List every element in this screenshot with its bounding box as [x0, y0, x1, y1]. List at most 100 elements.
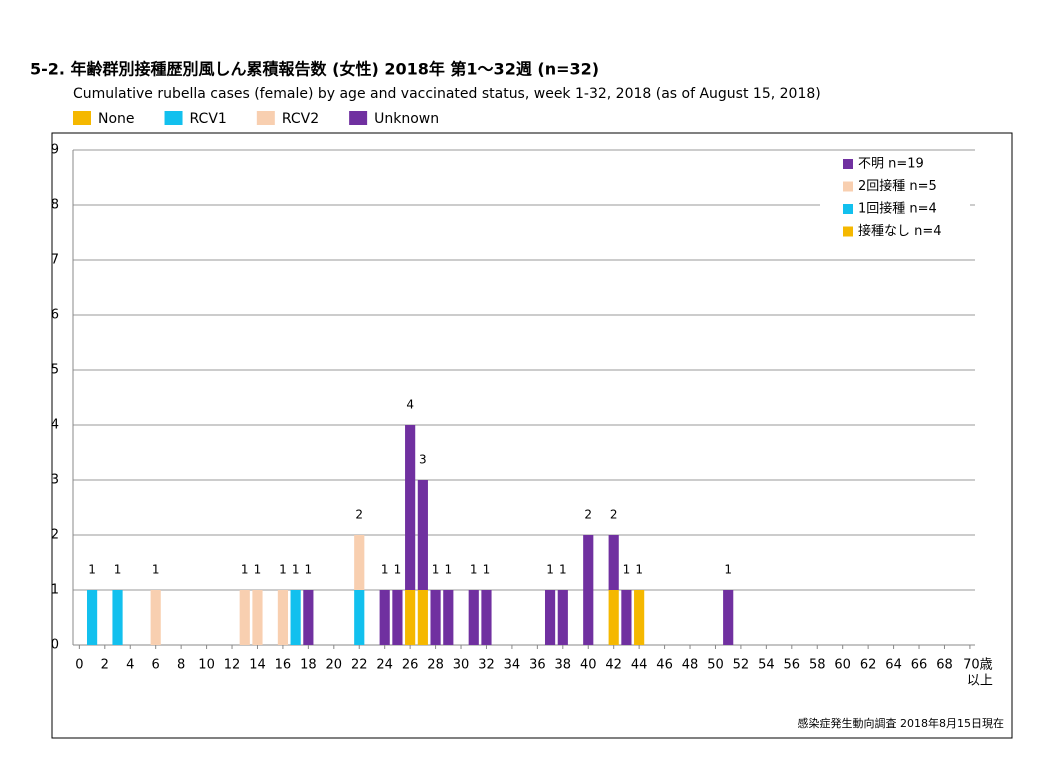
bar-segment	[303, 590, 314, 645]
x-tick-label: 10	[198, 658, 215, 673]
total-label: 1	[152, 563, 160, 577]
legend-label: RCV1	[190, 111, 227, 127]
inner-legend-label: 2回接種 n=5	[858, 178, 937, 194]
inner-legend-label: 1回接種 n=4	[858, 201, 937, 217]
total-label: 1	[470, 563, 478, 577]
total-label: 1	[88, 563, 96, 577]
bar-segment	[150, 590, 161, 645]
chart-title: 5-2. 年齢群別接種歴別風しん累積報告数 (女性) 2018年 第1～32週 …	[30, 60, 599, 79]
y-tick-label: 4	[51, 418, 59, 433]
bar-segment	[392, 590, 403, 645]
plot-frame	[51, 132, 1013, 739]
x-tick-label: 54	[758, 658, 775, 673]
total-label: 2	[355, 508, 363, 522]
x-tick-label: 58	[809, 658, 826, 673]
x-tick-label: 6	[152, 658, 160, 673]
legend-label: None	[98, 111, 135, 127]
x-tick-label: 36	[529, 658, 546, 673]
total-label: 1	[724, 563, 732, 577]
x-tick-label: 32	[478, 658, 495, 673]
bar-segment	[608, 535, 619, 590]
x-tick-label: 16	[275, 658, 292, 673]
total-label: 1	[432, 563, 440, 577]
y-tick-label: 6	[51, 308, 59, 323]
x-tick-label: 70歳	[963, 658, 993, 673]
bar-segment	[379, 590, 390, 645]
x-tick-label: 18	[300, 658, 317, 673]
inner-legend-swatch	[843, 181, 853, 192]
bar-segment	[86, 590, 98, 645]
total-label: 3	[419, 453, 427, 467]
x-tick-label: 12	[224, 658, 241, 673]
bar-segment	[112, 590, 123, 645]
bar-segment	[239, 590, 250, 645]
total-label: 1	[241, 563, 249, 577]
bar-segment	[481, 590, 492, 645]
total-label: 1	[635, 563, 643, 577]
bar-segment	[417, 480, 428, 590]
x-tick-label: 20	[326, 658, 343, 673]
y-tick-label: 2	[51, 528, 59, 543]
bar-segment	[443, 590, 454, 645]
x-tick-label: 56	[784, 658, 801, 673]
x-tick-label: 66	[911, 658, 928, 673]
x-tick-label: 22	[351, 658, 368, 673]
y-tick-label: 1	[51, 583, 59, 598]
x-tick-label: 34	[504, 658, 521, 673]
total-label: 1	[394, 563, 402, 577]
y-tick-label: 8	[51, 198, 59, 213]
legend-swatch	[349, 111, 368, 125]
legend-swatch	[73, 111, 91, 125]
bar-segment	[405, 590, 416, 645]
total-label: 1	[254, 563, 262, 577]
x-tick-label: 52	[733, 658, 750, 673]
inner-legend-label: 不明 n=19	[858, 157, 924, 172]
x-tick-label: 62	[860, 658, 877, 673]
x-tick-label: 38	[555, 658, 572, 673]
x-tick-label: 24	[376, 658, 393, 673]
bar-segment	[723, 590, 734, 645]
bar-segment	[252, 590, 263, 645]
x-tick-label: 50	[707, 658, 724, 673]
y-tick-label: 9	[51, 143, 59, 158]
x-tick-label: 0	[75, 658, 83, 673]
bar-segment	[354, 535, 365, 590]
legend-swatch	[164, 111, 183, 125]
bar-segment	[557, 590, 568, 645]
bar-segment	[544, 590, 556, 645]
inner-legend-swatch	[843, 226, 853, 237]
total-label: 1	[114, 563, 122, 577]
total-label: 1	[279, 563, 287, 577]
x-tick-note: 以上	[967, 674, 993, 689]
x-tick-label: 14	[249, 658, 266, 673]
x-tick-label: 68	[936, 658, 953, 673]
bar-segment	[405, 425, 416, 590]
bar-segment	[634, 590, 645, 645]
inner-legend-swatch	[843, 159, 853, 169]
chart-subtitle: Cumulative rubella cases (female) by age…	[73, 86, 821, 102]
total-label: 1	[546, 563, 554, 577]
total-label: 1	[381, 563, 389, 577]
bar-segment	[430, 590, 441, 645]
legend-label: Unknown	[374, 111, 439, 127]
y-tick-label: 3	[51, 473, 59, 488]
legend-swatch	[256, 111, 275, 125]
y-tick-label: 5	[51, 363, 59, 378]
bar-segment	[417, 590, 428, 645]
x-tick-label: 2	[101, 658, 109, 673]
x-tick-label: 26	[402, 658, 419, 673]
x-tick-label: 40	[580, 658, 597, 673]
x-tick-label: 44	[631, 658, 648, 673]
y-tick-label: 0	[51, 638, 59, 653]
legend-label: RCV2	[282, 111, 319, 127]
bar-segment	[608, 590, 619, 645]
total-label: 2	[610, 508, 618, 522]
bar-segment	[277, 590, 289, 645]
x-tick-label: 48	[682, 658, 699, 673]
x-tick-label: 8	[177, 658, 185, 673]
bar-segment	[354, 590, 365, 645]
x-tick-label: 4	[126, 658, 134, 673]
x-tick-label: 64	[885, 658, 902, 673]
x-tick-label: 30	[453, 658, 470, 673]
